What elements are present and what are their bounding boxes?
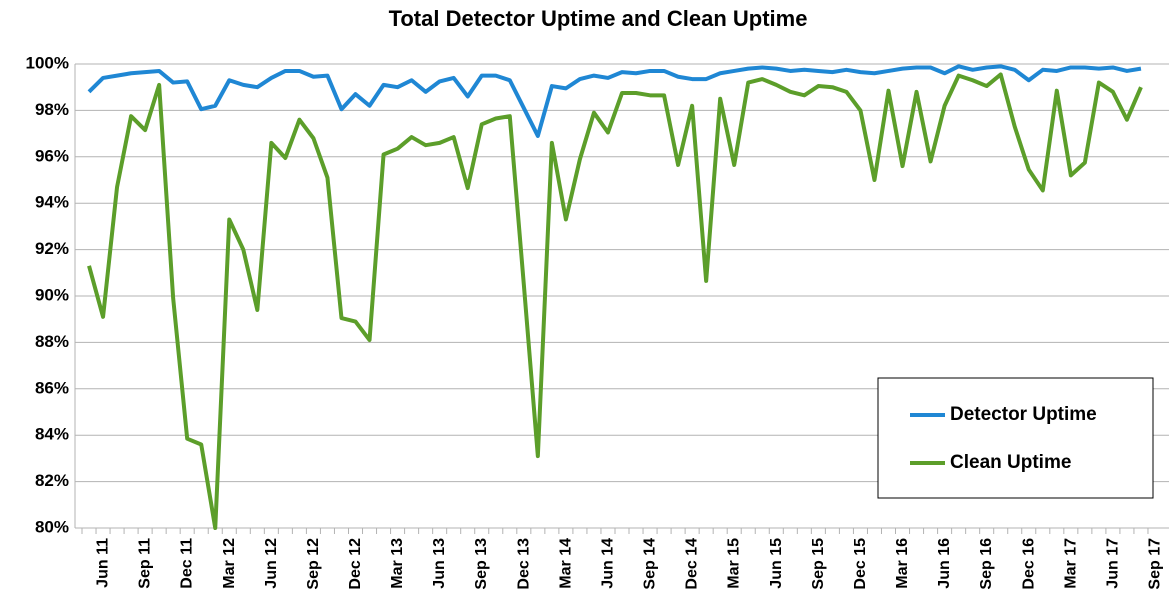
y-tick-label: 96% [35,146,69,165]
y-tick-label: 98% [35,100,69,119]
x-tick-label: Jun 17 [1104,538,1121,589]
x-tick-label: Mar 15 [726,538,743,589]
legend-box [877,377,1154,499]
x-tick-label: Mar 17 [1062,538,1079,589]
chart-title: Total Detector Uptime and Clean Uptime [389,6,808,31]
series-line [87,64,1142,138]
x-tick-label: Dec 13 [515,538,532,590]
x-tick-label: Jun 12 [263,538,280,589]
x-tick-label: Sep 11 [137,538,154,589]
series-line [87,72,1143,530]
legend-label: Detector Uptime [950,404,1097,425]
x-tick-label: Mar 16 [894,538,911,589]
x-tick-label: Jun 13 [431,538,448,589]
x-tick-label: Dec 12 [347,538,364,590]
x-tick-label: Sep 12 [305,538,322,590]
x-tick-label: Sep 13 [473,538,490,590]
y-tick-label: 82% [35,471,69,490]
x-tick-label: Sep 17 [1146,538,1163,590]
x-tick-label: Jun 14 [599,538,616,589]
legend-label: Clean Uptime [950,452,1071,473]
y-tick-label: 90% [35,285,69,304]
y-tick-label: 92% [35,239,69,258]
x-tick-label: Mar 13 [389,538,406,589]
y-tick-label: 94% [35,193,69,212]
y-tick-label: 80% [35,517,69,536]
x-tick-label: Dec 16 [1020,538,1037,590]
x-tick-label: Jun 11 [95,538,112,588]
x-tick-label: Dec 11 [179,538,196,589]
x-tick-label: Jun 16 [936,538,953,589]
x-tick-label: Dec 14 [684,538,701,590]
x-tick-label: Jun 15 [768,538,785,589]
y-tick-label: 86% [35,378,69,397]
y-tick-label: 84% [35,425,69,444]
x-tick-label: Sep 14 [642,538,659,590]
x-tick-label: Mar 14 [557,538,574,589]
y-tick-label: 100% [26,53,69,72]
y-tick-label: 88% [35,332,69,351]
x-tick-label: Sep 16 [978,538,995,590]
x-tick-label: Dec 15 [852,538,869,590]
x-tick-label: Mar 12 [221,538,238,589]
x-tick-label: Sep 15 [810,538,827,590]
